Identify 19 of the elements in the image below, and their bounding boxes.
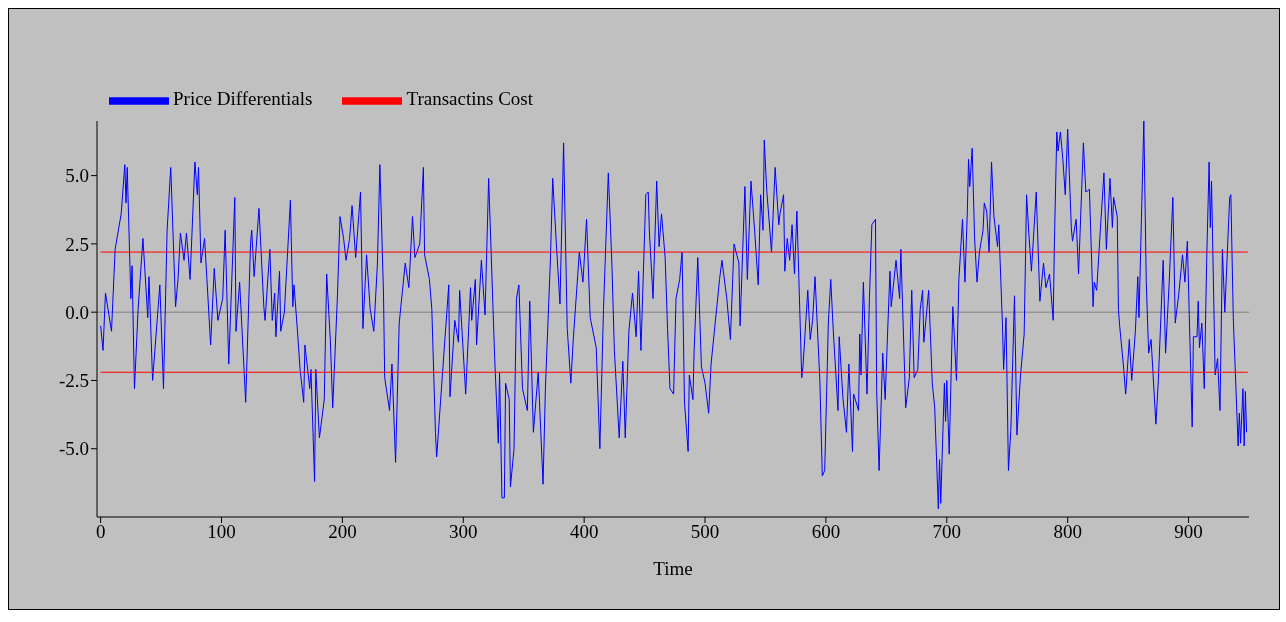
x-tick-label: 800	[1053, 521, 1082, 543]
x-tick-label: 300	[449, 521, 478, 543]
y-tick-label: -5.0	[58, 438, 89, 460]
x-tick-label: 200	[328, 521, 357, 543]
x-tick-label: 400	[569, 521, 599, 543]
x-axis-title: Time	[653, 558, 693, 579]
y-tick-label: 5.0	[65, 165, 89, 187]
legend-label: Price Differentials	[173, 88, 313, 110]
x-tick-label: 700	[932, 521, 962, 543]
x-tick-label: 100	[207, 521, 236, 543]
line-series	[100, 121, 1248, 510]
x-tick-label: 900	[1174, 521, 1203, 543]
legend-label: Transactins Cost	[406, 88, 533, 110]
x-tick-label: 0	[95, 521, 106, 543]
x-tick-label: 600	[811, 521, 841, 543]
y-tick-label: 2.5	[65, 233, 89, 255]
y-tick-label: -2.5	[58, 370, 89, 392]
x-tick-label: 500	[690, 521, 720, 543]
y-tick-label: 0.0	[65, 301, 89, 323]
